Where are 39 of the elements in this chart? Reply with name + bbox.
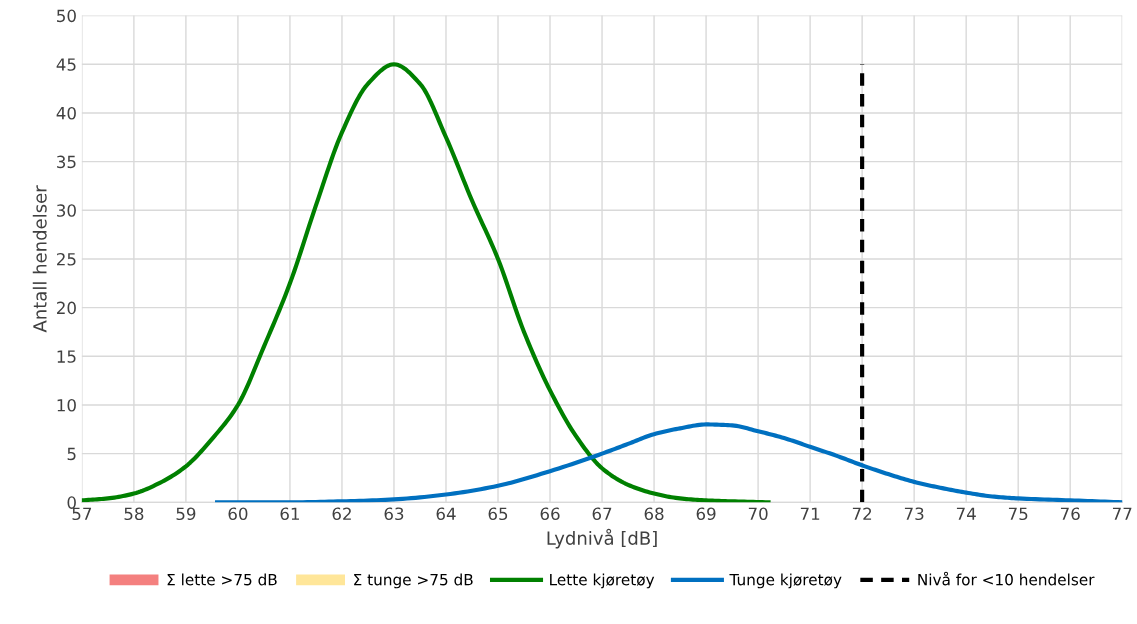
legend-label: Σ lette >75 dB bbox=[167, 573, 277, 586]
legend-label: Σ tunge >75 dB bbox=[354, 573, 473, 589]
x-tick-label: 77 bbox=[1112, 507, 1132, 520]
legend-label: Tunge kjøretøy bbox=[729, 573, 842, 589]
x-tick-label: 61 bbox=[280, 507, 299, 521]
y-tick-label: 45 bbox=[56, 58, 76, 71]
y-tick-label: 20 bbox=[57, 301, 76, 315]
legend-label: Nivå for <10 hendelser bbox=[918, 571, 1095, 586]
x-tick-label: 66 bbox=[540, 507, 560, 521]
y-axis-title: Antall hendelser bbox=[32, 185, 47, 333]
y-tick-label: 50 bbox=[57, 9, 76, 23]
x-tick-label: 64 bbox=[436, 507, 456, 521]
x-tick-label: 65 bbox=[488, 507, 508, 521]
x-tick-label: 68 bbox=[644, 507, 664, 521]
x-tick-label: 76 bbox=[1060, 507, 1080, 521]
x-tick-label: 75 bbox=[1008, 507, 1028, 521]
x-tick-label: 57 bbox=[72, 507, 92, 521]
y-tick-label: 10 bbox=[57, 398, 76, 412]
x-tick-label: 72 bbox=[852, 507, 872, 520]
y-tick-label: 40 bbox=[56, 106, 76, 120]
y-tick-label: 0 bbox=[67, 496, 76, 509]
x-tick-label: 69 bbox=[696, 507, 716, 521]
y-tick-label: 15 bbox=[57, 350, 76, 363]
legend-label: Lette kjøretøy bbox=[550, 573, 655, 589]
x-tick-label: 73 bbox=[904, 507, 924, 521]
y-tick-label: 30 bbox=[57, 204, 76, 217]
x-tick-label: 59 bbox=[176, 507, 196, 521]
x-tick-label: 62 bbox=[332, 507, 351, 521]
x-tick-label: 63 bbox=[384, 507, 404, 521]
x-tick-label: 71 bbox=[800, 507, 820, 520]
y-tick-label: 35 bbox=[57, 155, 76, 169]
y-tick-label: 25 bbox=[57, 252, 76, 266]
x-tick-label: 74 bbox=[956, 507, 976, 520]
x-tick-label: 70 bbox=[748, 507, 768, 521]
y-tick-label: 5 bbox=[67, 447, 76, 461]
x-tick-label: 58 bbox=[124, 507, 144, 521]
x-tick-label: 67 bbox=[592, 507, 612, 521]
x-tick-label: 60 bbox=[228, 507, 248, 521]
x-axis-title: Lydnivå [dB] bbox=[547, 528, 657, 549]
